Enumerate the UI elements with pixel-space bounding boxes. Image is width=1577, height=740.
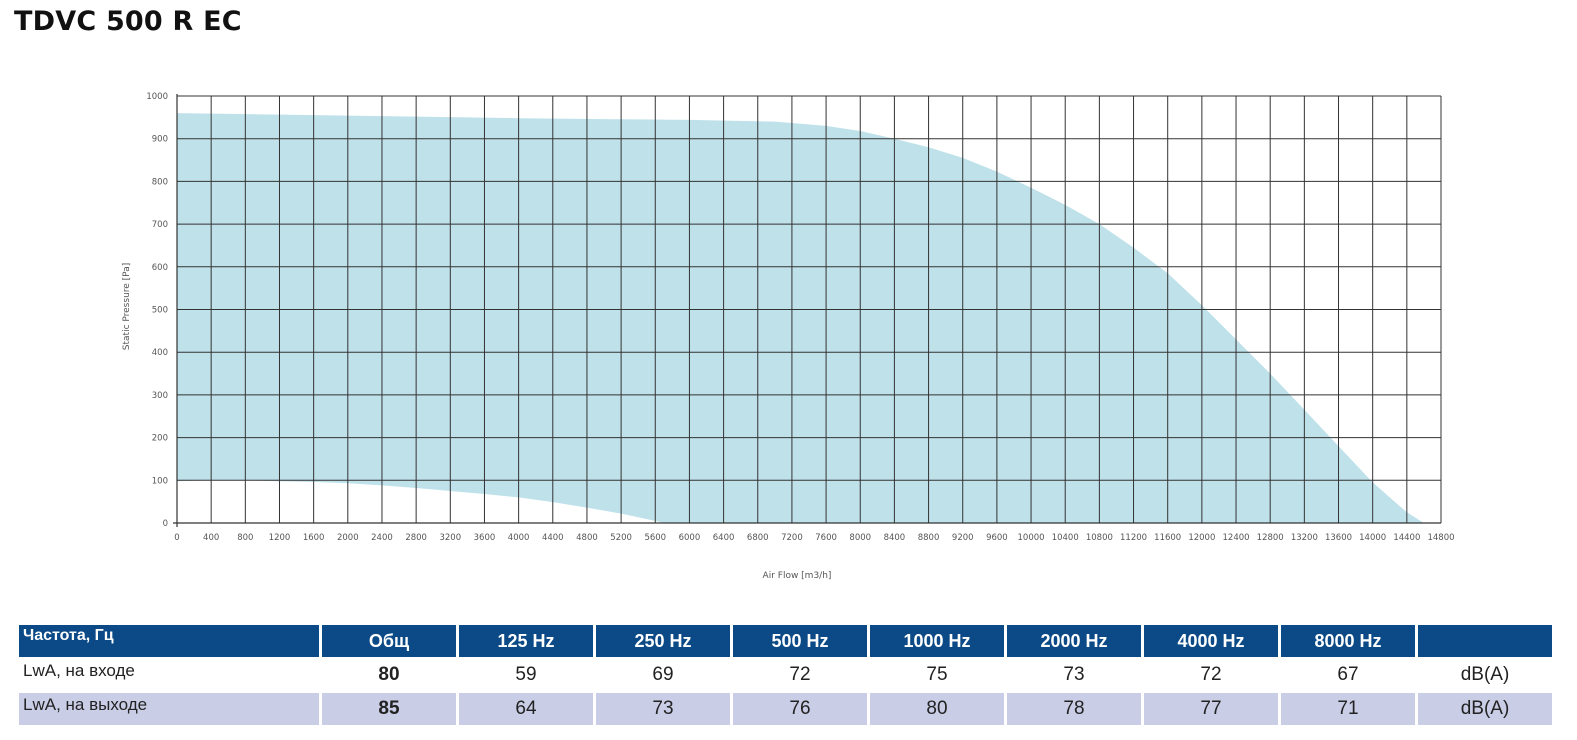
y-tick-label: 400 <box>152 348 168 358</box>
x-tick-label: 4800 <box>576 533 598 543</box>
fan-performance-chart: 0 400 800 1200 1600 2000 2400 2800 3200 3600 4000 4… <box>122 92 1455 581</box>
row-value: 69 <box>652 664 674 685</box>
x-tick-label: 3600 <box>474 533 496 543</box>
x-tick-label: 13200 <box>1291 533 1318 543</box>
x-tick-label: 4400 <box>542 533 564 543</box>
x-tick-label: 800 <box>237 533 253 543</box>
row-unit: dB(A) <box>1460 664 1510 685</box>
row-value: 73 <box>1063 664 1085 685</box>
x-tick-label: 12800 <box>1257 533 1284 543</box>
y-tick-label: 900 <box>152 135 168 145</box>
row-value: 67 <box>1337 664 1359 685</box>
row-value: 76 <box>733 693 867 725</box>
x-tick-label: 11600 <box>1154 533 1181 543</box>
row-value: 78 <box>1007 693 1141 725</box>
y-tick-label: 800 <box>152 177 168 187</box>
x-tick-label: 10000 <box>1018 533 1045 543</box>
table-row-outlet: LwA, на выходе 85 64 73 76 80 78 77 71 d… <box>19 693 1552 725</box>
y-tick-label: 0 <box>163 519 168 529</box>
y-tick-label: 100 <box>152 476 168 486</box>
sound-power-table: Частота, Гц Общ 125 Hz 250 Hz 500 Hz 100… <box>16 623 1555 727</box>
x-tick-label: 7200 <box>781 533 803 543</box>
x-tick-label: 4000 <box>508 533 530 543</box>
x-tick-label: 14400 <box>1393 533 1420 543</box>
x-tick-label: 10800 <box>1086 533 1113 543</box>
x-tick-label: 8400 <box>884 533 906 543</box>
x-tick-label: 8000 <box>849 533 871 543</box>
y-tick-label: 500 <box>152 306 168 316</box>
x-tick-label: 1200 <box>269 533 291 543</box>
y-tick-label: 600 <box>152 263 168 273</box>
header-8000hz: 8000 Hz <box>1281 625 1415 657</box>
page-title: TDVC 500 R EC <box>14 6 242 37</box>
header-4000hz: 4000 Hz <box>1144 625 1278 657</box>
row-value: 73 <box>596 693 730 725</box>
row-label: LwA, на выходе <box>19 693 319 725</box>
x-tick-label: 8800 <box>918 533 940 543</box>
row-unit: dB(A) <box>1418 693 1552 725</box>
table-row-inlet: LwA, на входе 80 59 69 72 75 73 72 67 dB… <box>19 659 1552 691</box>
row-total: 85 <box>322 693 456 725</box>
x-tick-label: 3200 <box>439 533 461 543</box>
x-tick-label: 12000 <box>1188 533 1215 543</box>
x-tick-label: 2400 <box>371 533 393 543</box>
x-tick-label: 400 <box>203 533 219 543</box>
x-tick-label: 13600 <box>1325 533 1352 543</box>
x-tick-label: 9200 <box>952 533 974 543</box>
y-tick-label: 700 <box>152 220 168 230</box>
row-value: 72 <box>1200 664 1222 685</box>
x-tick-label: 6400 <box>713 533 735 543</box>
header-unit <box>1418 625 1552 657</box>
x-axis-title: Air Flow [m3/h] <box>763 571 832 581</box>
header-2000hz: 2000 Hz <box>1007 625 1141 657</box>
x-tick-label: 14000 <box>1359 533 1386 543</box>
x-tick-label: 0 <box>174 533 179 543</box>
row-value: 71 <box>1281 693 1415 725</box>
x-tick-label: 14800 <box>1427 533 1454 543</box>
row-value: 77 <box>1144 693 1278 725</box>
row-value: 64 <box>459 693 593 725</box>
x-tick-label: 7600 <box>815 533 837 543</box>
x-tick-label: 5200 <box>610 533 632 543</box>
header-1000hz: 1000 Hz <box>870 625 1004 657</box>
y-axis-title: Static Pressure [Pa] <box>122 263 132 350</box>
y-tick-label: 200 <box>152 434 168 444</box>
x-tick-label: 5600 <box>644 533 666 543</box>
header-125hz: 125 Hz <box>459 625 593 657</box>
x-tick-label: 2800 <box>405 533 427 543</box>
x-tick-label: 11200 <box>1120 533 1147 543</box>
row-value: 80 <box>870 693 1004 725</box>
header-total: Общ <box>322 625 456 657</box>
operating-area <box>177 113 1424 523</box>
row-total: 80 <box>378 664 400 685</box>
y-tick-label: 1000 <box>146 92 168 102</box>
x-tick-label: 6800 <box>747 533 769 543</box>
table-header-row: Частота, Гц Общ 125 Hz 250 Hz 500 Hz 100… <box>19 625 1552 657</box>
row-value: 75 <box>926 664 948 685</box>
x-tick-label: 12400 <box>1223 533 1250 543</box>
header-250hz: 250 Hz <box>596 625 730 657</box>
header-500hz: 500 Hz <box>733 625 867 657</box>
x-tick-label: 2000 <box>337 533 359 543</box>
x-tick-label: 10400 <box>1052 533 1079 543</box>
row-value: 59 <box>515 664 537 685</box>
row-value: 72 <box>789 664 811 685</box>
x-tick-label: 6000 <box>679 533 701 543</box>
x-tick-label: 9600 <box>986 533 1008 543</box>
row-label: LwA, на входе <box>23 661 135 680</box>
x-tick-label: 1600 <box>303 533 325 543</box>
header-frequency: Частота, Гц <box>19 625 319 657</box>
y-tick-label: 300 <box>152 391 168 401</box>
